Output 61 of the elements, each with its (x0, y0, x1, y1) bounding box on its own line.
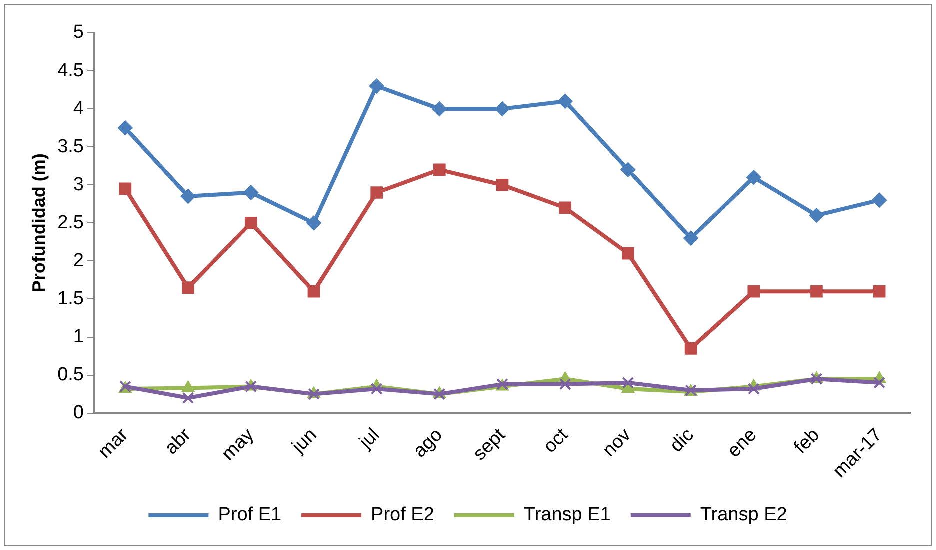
y-tick-label: 4.5 (58, 60, 84, 82)
point (874, 376, 886, 389)
point (306, 216, 322, 231)
y-tick-label: 5 (73, 22, 84, 44)
point (180, 189, 196, 204)
x-tick-label: jun (288, 424, 322, 458)
point (118, 120, 133, 136)
point (684, 230, 699, 246)
point (559, 202, 572, 214)
x-tick-label: ago (410, 424, 447, 462)
point (182, 392, 194, 404)
x-tick-label: feb (790, 424, 824, 458)
point (369, 78, 384, 94)
y-tick-label: 3.5 (58, 136, 84, 158)
y-axis-title: Profundidad (m) (28, 154, 49, 293)
y-tick-label: 2.5 (58, 212, 84, 234)
point (496, 178, 509, 192)
y-tick-label: 1.5 (58, 288, 84, 310)
point (432, 102, 448, 117)
point (559, 378, 572, 390)
legend-label: Prof E1 (218, 504, 282, 526)
point (622, 247, 634, 260)
legend-label: Prof E2 (371, 504, 434, 526)
point (748, 383, 760, 395)
point (622, 376, 634, 389)
point (873, 285, 886, 298)
point (244, 217, 258, 230)
point (495, 102, 510, 117)
legend-label: Transp E2 (700, 504, 788, 526)
point (244, 185, 259, 200)
point (119, 182, 132, 196)
point (684, 342, 698, 355)
x-tick-label: ene (724, 424, 762, 462)
y-tick-label: 0 (73, 402, 84, 424)
point (308, 285, 320, 298)
y-tick-label: 2 (73, 250, 84, 272)
point (809, 208, 824, 224)
point (746, 170, 762, 186)
x-tick-label: abr (161, 424, 196, 460)
x-tick-label: jul (355, 424, 384, 454)
point (434, 164, 446, 176)
point (748, 285, 760, 298)
x-tick-label: may (218, 424, 259, 466)
x-tick-label: sept (469, 424, 510, 466)
y-tick-label: 3 (73, 174, 84, 196)
point (620, 162, 636, 178)
y-tick-label: 4 (73, 98, 84, 120)
point (810, 285, 823, 298)
x-tick-label: oct (540, 424, 574, 458)
x-tick-label: mar (94, 424, 134, 463)
point (182, 380, 195, 392)
x-tick-label: nov (598, 424, 636, 462)
point (370, 186, 383, 199)
point (182, 282, 194, 294)
legend-label: Transp E1 (524, 504, 611, 526)
x-tick-label: dic (666, 424, 698, 457)
point (872, 192, 888, 208)
point (370, 383, 383, 395)
y-tick-label: 0.5 (58, 364, 84, 386)
point (558, 94, 573, 109)
y-tick-label: 1 (73, 326, 84, 348)
